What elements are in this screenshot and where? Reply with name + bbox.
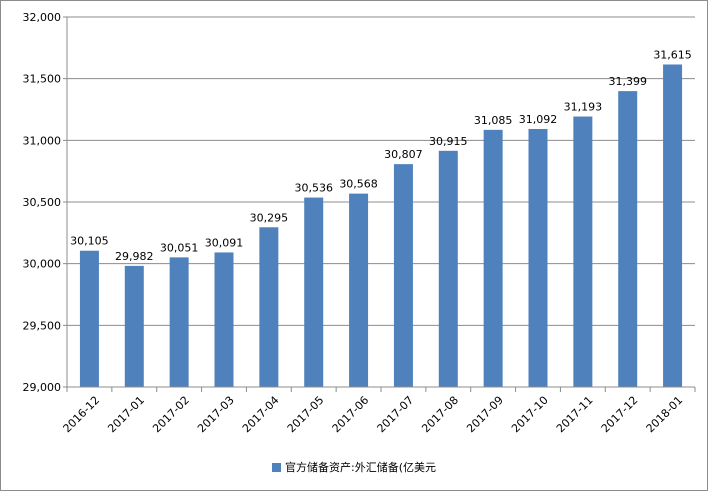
data-label: 29,982 [115,250,154,263]
data-label: 31,193 [564,101,603,114]
bar [618,91,638,387]
y-axis-tick-labels: 29,000 29,500 30,000 30,500 31,000 31,500 32,0… [23,11,62,394]
data-label: 31,615 [653,48,692,61]
legend: 官方储备资产:外汇储备(亿美元 [1,459,707,475]
x-tick-label: 2017-01 [105,394,147,436]
data-label: 30,051 [160,241,199,254]
bar [214,252,234,387]
data-label: 30,536 [294,182,333,195]
y-tick-label: 29,000 [23,381,62,394]
x-tick-label: 2016-12 [61,394,103,436]
x-tick-label: 2017-06 [330,394,372,436]
gridlines [63,16,695,388]
data-label: 30,105 [70,235,109,248]
bar [79,250,99,387]
bars [79,64,683,387]
x-tick-label: 2017-08 [419,394,461,436]
x-tick-label: 2017-04 [240,394,282,436]
y-tick-label: 32,000 [23,11,62,24]
x-tick-label: 2017-11 [554,394,596,436]
y-tick-label: 31,000 [23,134,62,147]
y-tick-label: 29,500 [23,319,62,332]
x-tick-label: 2017-12 [599,394,641,436]
bar [304,197,324,387]
bar [259,227,279,387]
y-tick-label: 30,500 [23,196,62,209]
x-tick-label: 2018-01 [644,394,686,436]
data-label: 30,295 [250,211,289,224]
legend-swatch [272,462,281,472]
x-tick-label: 2017-03 [195,394,237,436]
bar [528,128,548,387]
x-tick-label: 2017-10 [509,394,551,436]
y-tick-label: 31,500 [23,73,62,86]
bar [483,129,503,387]
x-tick-label: 2017-05 [285,394,327,436]
data-label: 30,807 [384,148,423,161]
data-label: 30,915 [429,135,468,148]
data-label: 30,091 [205,236,244,249]
bar [393,164,413,387]
data-label: 31,085 [474,114,513,127]
bar [438,150,458,387]
x-tick-label: 2017-09 [464,394,506,436]
bar [169,257,189,387]
data-label: 31,399 [608,75,647,88]
y-tick-label: 30,000 [23,258,62,271]
bar [573,116,593,387]
axes [66,17,696,392]
x-axis-tick-labels: 2016-12 2017-01 2017-02 2017-03 2017-04 2017-… [61,394,686,436]
data-label: 30,568 [339,178,378,191]
bar [124,265,144,387]
bar [663,64,683,387]
legend-label: 官方储备资产:外汇储备(亿美元 [285,461,436,474]
x-tick-label: 2017-02 [150,394,192,436]
bar [349,193,369,387]
data-labels: 30,105 29,982 30,051 30,091 30,295 30,536 30,5… [70,48,692,262]
data-label: 31,092 [519,113,558,126]
x-tick-label: 2017-07 [375,394,417,436]
